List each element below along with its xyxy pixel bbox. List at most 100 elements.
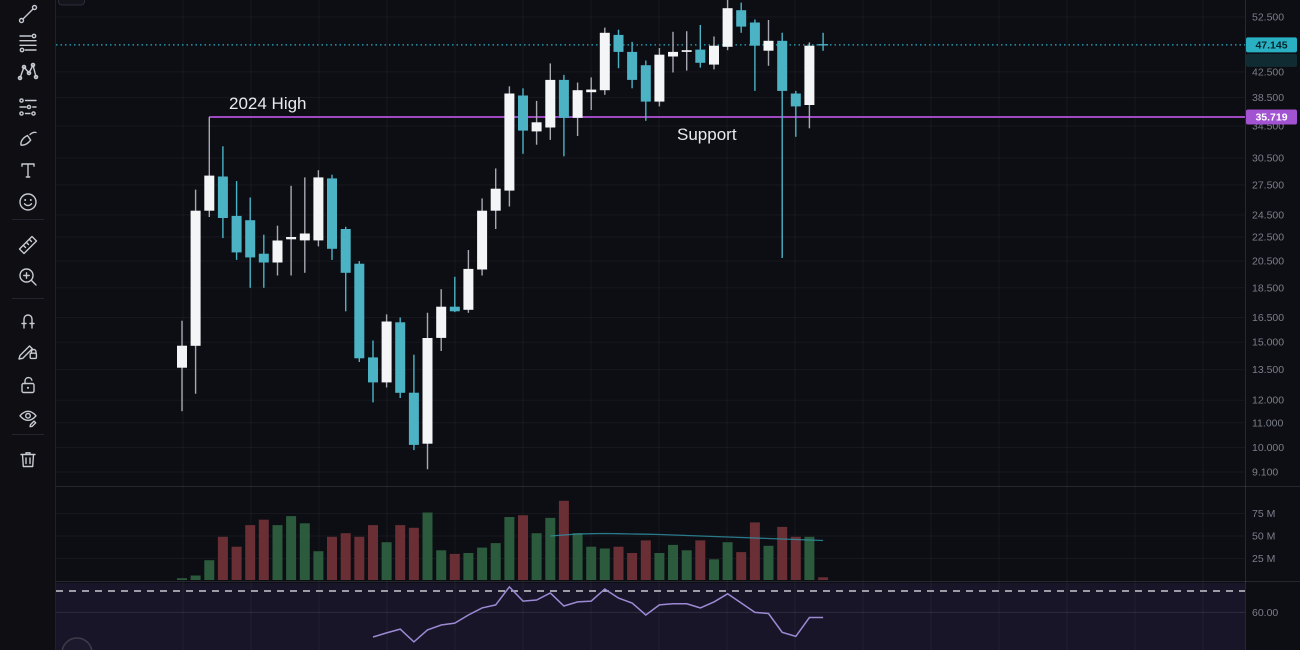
tool-text[interactable]: [12, 155, 44, 185]
tool-forecast[interactable]: [12, 92, 44, 122]
candle: [777, 32, 788, 258]
candle: [504, 86, 515, 207]
candle: [586, 77, 597, 110]
chart-canvas[interactable]: 2024 HighSupport52.50042.50038.50034.500…: [56, 0, 1300, 650]
candle-body: [504, 93, 515, 191]
volume-bar: [245, 525, 256, 580]
volume-bar: [340, 533, 351, 580]
volume-bar: [436, 550, 447, 580]
candle: [722, 0, 733, 51]
tool-fib-retracement[interactable]: [12, 28, 44, 58]
tool-drawing-lock[interactable]: [12, 337, 44, 367]
candle-body: [463, 268, 474, 310]
candle: [572, 82, 583, 136]
tradingview-watermark[interactable]: [61, 637, 93, 650]
price-axis-label: 12.000: [1252, 395, 1284, 407]
tool-emoji[interactable]: [12, 187, 44, 217]
text-annotation-high[interactable]: 2024 High: [229, 94, 307, 113]
candle-body: [381, 321, 392, 383]
candle-body: [299, 233, 310, 241]
candle-body: [327, 178, 337, 249]
volume-bar: [627, 553, 638, 580]
price-axis-label: 10.000: [1252, 442, 1284, 454]
price-axis-label: 16.500: [1252, 312, 1284, 324]
candle-body: [818, 44, 829, 46]
tool-trend-line[interactable]: [12, 0, 44, 29]
volume-bar: [736, 552, 747, 580]
volume-bar: [477, 547, 488, 580]
candle-body: [695, 49, 706, 63]
candle-body: [177, 345, 187, 368]
volume-bar: [668, 544, 678, 580]
candle-body: [627, 51, 638, 80]
candle-body: [490, 188, 501, 211]
candle: [286, 185, 297, 276]
volume-bar: [640, 540, 651, 580]
volume-bar: [463, 553, 474, 580]
tool-zoom-in[interactable]: [12, 262, 44, 292]
candle: [231, 181, 242, 260]
price-axis-label: 42.500: [1252, 66, 1284, 78]
fib-retracement-icon: [19, 33, 37, 53]
tool-lock-all[interactable]: [12, 370, 44, 400]
chart-area[interactable]: 2024 High Support 52.500 42.500 38.500 34.500…: [56, 0, 1300, 650]
price-axis[interactable]: 52.50042.50038.50034.50030.50027.50024.5…: [1245, 0, 1298, 650]
candle: [327, 174, 337, 260]
candle-body: [313, 177, 324, 241]
volume-bar: [449, 553, 460, 580]
legend-pill[interactable]: [58, 0, 85, 6]
candle: [681, 31, 692, 71]
candle: [763, 20, 774, 66]
volume-bar: [286, 516, 297, 580]
candle-body: [654, 54, 665, 102]
volume-bar: [777, 526, 788, 580]
volume-axis-label: 50 M: [1252, 531, 1275, 543]
candle-body: [763, 40, 774, 51]
candle: [558, 74, 569, 157]
tool-brush[interactable]: [12, 123, 44, 153]
candle: [490, 168, 501, 229]
candlestick-series: [177, 0, 829, 470]
current-price-tag: [1246, 37, 1297, 53]
candle: [177, 320, 187, 412]
tool-trash[interactable]: [12, 444, 44, 474]
support-price-tag: [1246, 109, 1297, 125]
volume-bar: [613, 546, 624, 580]
volume-bar: [749, 522, 760, 580]
volume-bar: [681, 550, 692, 580]
candle: [408, 354, 419, 451]
volume-bar: [572, 533, 583, 580]
candle-body: [245, 220, 256, 258]
volume-axis-label: 25 M: [1252, 553, 1275, 565]
volume-ma-line: [550, 532, 824, 542]
drawing-lock-icon: [18, 345, 38, 360]
candle: [627, 41, 638, 89]
candle: [545, 63, 556, 140]
forecast-icon: [19, 98, 37, 116]
tool-ruler[interactable]: [12, 230, 44, 260]
candle-body: [477, 210, 488, 270]
candle: [313, 170, 324, 247]
candle: [531, 100, 542, 145]
candle: [204, 117, 215, 217]
price-axis-label: 13.500: [1252, 364, 1284, 376]
volume-bar: [531, 533, 542, 580]
candle-body: [749, 22, 760, 46]
volume-bar: [368, 525, 378, 580]
candle: [613, 29, 624, 69]
candle-body: [422, 338, 433, 444]
volume-bar: [490, 543, 501, 580]
candle-body: [217, 176, 228, 218]
text-annotation-support[interactable]: Support: [677, 125, 737, 144]
candle: [217, 146, 228, 239]
tool-magnet[interactable]: [12, 305, 44, 335]
volume-bar: [654, 553, 665, 580]
candle-body: [231, 215, 242, 253]
candle: [640, 60, 651, 121]
price-axis-label: 52.500: [1252, 12, 1284, 24]
volume-bar: [558, 500, 569, 580]
candle: [477, 198, 488, 276]
tool-xabcd-pattern[interactable]: [12, 57, 44, 87]
tool-hide-drawings[interactable]: [12, 402, 44, 432]
